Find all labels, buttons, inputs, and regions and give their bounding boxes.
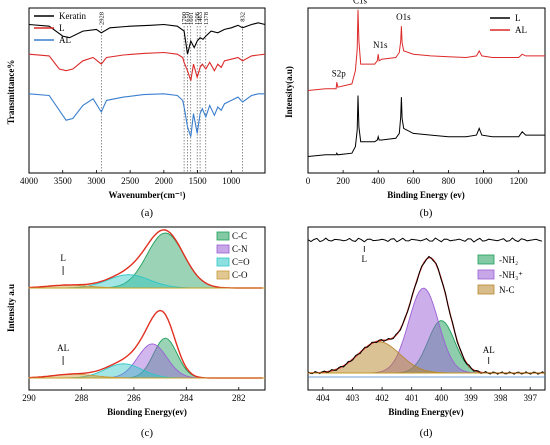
panel-b-xtick-label: 1000 <box>475 176 494 186</box>
panel-d-frame <box>307 226 546 391</box>
panel-b-xtick-label: 400 <box>371 176 385 186</box>
panel-a-xtick-label: 3500 <box>54 176 73 186</box>
panel-d-curve-label-al: AL <box>483 345 495 355</box>
panel-d-component-nh <box>308 287 545 374</box>
panel-b-peak-label-s2p: S2p <box>332 68 347 78</box>
panel-b-xtick-label: 0 <box>306 176 311 186</box>
panel-c-legend-swatch-co <box>216 270 230 280</box>
panel-a-peak-label: 1650 <box>184 12 191 25</box>
panel-a-peak-label: 1601 <box>188 12 195 25</box>
panel-b-legend-label: AL <box>515 25 527 35</box>
panel-c-legend-label: C-C <box>232 231 247 241</box>
panel-a-peak-label: 1463 <box>197 12 204 25</box>
panel-a-xlabel: Wavenumber(cm⁻¹) <box>109 190 186 200</box>
panel-a-series-l <box>28 51 266 81</box>
panel-d-xtick-label: 403 <box>346 393 360 403</box>
panel-d-xtick-label: 397 <box>523 393 537 403</box>
panel-b-peak-label-o1s: O1s <box>396 12 411 22</box>
panel-a-peak-label: 1700 <box>181 12 188 25</box>
panel-b-xtick-label: 600 <box>407 176 421 186</box>
panel-a-xtick-label: 4000 <box>20 176 39 186</box>
panel-a-xtick-label: 2000 <box>155 176 174 186</box>
panel-b-peak-label-c1s: C1s <box>353 0 368 6</box>
panel-b-ylabel: Intensity(a.u) <box>284 66 294 118</box>
panel-b-frame <box>307 7 546 174</box>
panel-a-peak-label: 832 <box>240 12 247 22</box>
panel-c-legend-swatch-cc <box>216 231 230 241</box>
panel-b: 0 200 400 600 800 1000 1200 C1s N1s O1s S2p L AL I… <box>284 0 546 219</box>
panel-a-xtick-label: 1500 <box>189 176 208 186</box>
panel-a-xtick-label: 1000 <box>222 176 241 186</box>
panel-c-label: (c) <box>141 427 154 439</box>
panel-d-xtick-label: 398 <box>494 393 508 403</box>
panel-a-peak-label: 1506 <box>194 11 201 25</box>
panel-c-legend-swatch-co <box>216 257 230 267</box>
panel-a-series-keratin <box>28 22 266 55</box>
panel-d: 404 403 402 401 400 399 398 397 L AL -NH₂ -NH₃⁺ N-… <box>307 226 546 439</box>
panel-c-legend-swatch-cn <box>216 244 230 254</box>
panel-c-xtick-label: 282 <box>232 393 246 403</box>
panel-d-label: (d) <box>420 427 433 439</box>
panel-c-curve-label-l: L <box>60 253 66 263</box>
panel-d-legend-label: -NH₃⁺ <box>499 270 523 280</box>
panel-d-series-l <box>307 237 543 243</box>
panel-d-xtick-label: 400 <box>435 393 449 403</box>
panel-c-legend-label: C-N <box>232 244 248 254</box>
panel-a-ylabel: Transmittance% <box>6 60 16 125</box>
panel-d-legend-swatch-nc <box>477 284 495 295</box>
panel-a-legend-label: Keratin <box>59 11 86 21</box>
panel-c-ylabel: Intensity a.u <box>6 284 16 332</box>
panel-b-xtick-label: 200 <box>336 176 350 186</box>
panel-a-legend-label: L <box>59 23 65 33</box>
panel-c-legend-label: C-O <box>232 270 248 280</box>
panel-c-xtick-label: 284 <box>180 393 194 403</box>
panel-a-label: (a) <box>141 207 154 219</box>
panel-d-legend-swatch-nh <box>477 269 495 280</box>
panel-a-peak-label: 2928 <box>98 12 105 25</box>
panel-c-curve-label-al: AL <box>57 343 69 353</box>
panel-c-xtick-label: 290 <box>22 393 36 403</box>
panel-a-xtick-label: 3000 <box>87 176 106 186</box>
panel-c-frame <box>28 226 266 391</box>
panel-b-xtick-label: 1200 <box>510 176 529 186</box>
panel-b-legend-label: L <box>515 13 521 23</box>
panel-b-xtick-label: 800 <box>442 176 456 186</box>
panel-c: 290 288 286 284 282 L AL C-C C-N C=O C-O Intensi… <box>6 226 266 439</box>
panel-d-xtick-label: 402 <box>375 393 389 403</box>
panel-d-xtick-label: 401 <box>405 393 419 403</box>
panel-c-xtick-label: 286 <box>127 393 141 403</box>
panel-b-series-al <box>307 9 545 91</box>
panel-d-xlabel: Binding Energy(ev) <box>388 407 463 417</box>
panel-d-xtick-label: 404 <box>316 393 330 403</box>
panel-c-xlabel: Bionding Energy(ev) <box>107 407 187 417</box>
panel-d-curve-label-l: L <box>362 254 368 264</box>
panel-a-series-al <box>28 93 265 137</box>
panel-b-label: (b) <box>420 207 433 219</box>
panel-d-xtick-label: 399 <box>464 393 478 403</box>
panel-a-frame <box>28 7 266 174</box>
panel-b-series-l <box>307 95 545 157</box>
panel-b-xlabel: Binding Energy (ev) <box>387 190 465 200</box>
panel-d-envelope-raw <box>307 255 546 375</box>
panel-c-legend-label: C=O <box>232 257 250 267</box>
panel-d-legend-swatch-nh <box>477 254 495 265</box>
panel-d-legend-label: N-C <box>499 285 515 295</box>
panel-a-legend-label: AL <box>59 35 71 45</box>
panel-a: 4000 3500 3000 2500 2000 1500 1000 2928 1700165… <box>6 7 266 219</box>
panel-c-xtick-label: 288 <box>75 393 89 403</box>
panel-a-xtick-label: 2500 <box>121 176 140 186</box>
panel-d-legend-label: -NH₂ <box>499 255 518 265</box>
panel-a-peak-label: 1378 <box>203 12 210 25</box>
panel-b-peak-label-n1s: N1s <box>373 40 388 50</box>
